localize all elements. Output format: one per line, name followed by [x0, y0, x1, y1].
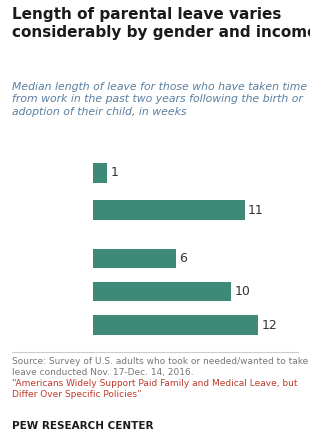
- Text: 11: 11: [248, 203, 264, 217]
- Bar: [93, 315, 258, 335]
- Bar: [93, 282, 231, 301]
- Text: Median length of leave for those who have taken time off
from work in the past t: Median length of leave for those who hav…: [12, 82, 310, 117]
- Text: 1: 1: [110, 167, 118, 179]
- Text: “Americans Widely Support Paid Family and Medical Leave, but
Differ Over Specifi: “Americans Widely Support Paid Family an…: [12, 379, 298, 399]
- Text: Source: Survey of U.S. adults who took or needed/wanted to take
leave conducted : Source: Survey of U.S. adults who took o…: [12, 357, 309, 377]
- Bar: [93, 200, 245, 220]
- Text: 10: 10: [234, 285, 250, 298]
- Text: PEW RESEARCH CENTER: PEW RESEARCH CENTER: [12, 421, 154, 431]
- Text: 6: 6: [179, 252, 187, 265]
- Text: Length of parental leave varies
considerably by gender and income: Length of parental leave varies consider…: [12, 7, 310, 39]
- Bar: [93, 249, 176, 268]
- Bar: [93, 163, 107, 183]
- Text: 12: 12: [262, 319, 277, 332]
